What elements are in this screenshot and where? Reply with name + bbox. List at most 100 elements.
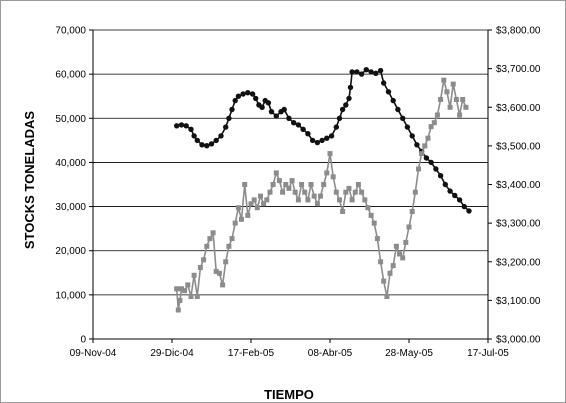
series-1-point xyxy=(245,90,251,96)
series-2-point xyxy=(314,201,320,207)
y-tick-label: 50,000 xyxy=(55,114,86,125)
series-1-point xyxy=(442,181,448,188)
series-1-point xyxy=(447,188,453,194)
y-tick-label: 40,000 xyxy=(55,158,86,169)
series-2-point xyxy=(295,197,301,203)
series-2-point xyxy=(213,268,219,274)
series-2-point xyxy=(349,197,355,203)
y-tick-label: 20,000 xyxy=(55,246,86,257)
series-2-point xyxy=(371,220,377,226)
series-2-point xyxy=(343,189,349,195)
series-1-point xyxy=(347,84,354,91)
series-2-point xyxy=(201,257,207,263)
series-2-point xyxy=(422,143,428,149)
series-1-point xyxy=(423,155,430,161)
series-2-point xyxy=(292,189,298,195)
y-tick-label: 60,000 xyxy=(55,70,86,81)
series-2-point xyxy=(397,251,402,257)
series-2-point xyxy=(197,265,203,270)
series-1-point xyxy=(319,137,325,144)
series-2-point xyxy=(434,112,440,118)
series-1-point xyxy=(358,71,365,77)
series-1-point xyxy=(363,67,369,73)
series-2-point xyxy=(311,193,317,199)
series-2-point xyxy=(425,135,431,141)
series-1-point xyxy=(204,143,210,149)
y2-tick-label: $3,700.00 xyxy=(496,64,541,75)
series-2-point xyxy=(390,263,396,269)
series-1-point xyxy=(235,93,242,99)
series-1-point xyxy=(381,80,387,86)
series-1-point xyxy=(213,137,219,144)
series-1-point xyxy=(354,69,360,75)
series-2-point xyxy=(428,124,434,130)
series-2-point xyxy=(324,170,330,176)
series-1-point xyxy=(324,135,330,141)
x-tick-label: 29-Dic-04 xyxy=(150,348,194,359)
y-tick-label: 10,000 xyxy=(55,290,86,301)
series-1-point xyxy=(349,69,355,75)
series-2-point xyxy=(381,278,387,284)
series-2-point xyxy=(419,151,425,157)
series-2-point xyxy=(289,178,295,184)
series-2-point xyxy=(299,182,305,187)
y2-tick-label: $3,300.00 xyxy=(496,219,541,230)
series-2-point xyxy=(302,189,308,195)
series-1-point xyxy=(208,141,215,147)
series-1-point xyxy=(328,133,335,139)
series-2-point xyxy=(204,243,210,249)
series-2-point xyxy=(368,212,374,218)
series-2-point xyxy=(223,259,229,265)
tick-labels: 0 10,000 20,000 30,000 40,000 50,000 60,000 70,… xyxy=(55,26,541,360)
series-2-point xyxy=(441,77,447,83)
series-2-point xyxy=(444,89,450,95)
x-axis-title: TIEMPO xyxy=(264,387,314,402)
series-2-point xyxy=(374,236,380,242)
series-2-point xyxy=(229,236,235,242)
series-2-point xyxy=(321,182,327,187)
series-2-point xyxy=(409,209,415,214)
series-2-point xyxy=(191,272,197,278)
series-1-point xyxy=(191,133,197,139)
y2-tick-label: $3,200.00 xyxy=(496,257,541,268)
series-1-point xyxy=(466,208,472,214)
series-2-point xyxy=(270,182,276,187)
series-1-point xyxy=(309,137,316,144)
series-2-point xyxy=(207,236,213,242)
series-1-point xyxy=(305,131,311,137)
y-tick-label: 30,000 xyxy=(55,202,86,213)
series-2-point xyxy=(359,189,365,195)
series-1-point xyxy=(229,106,235,113)
y2-tick-label: $3,800.00 xyxy=(496,26,541,37)
series-2-point xyxy=(175,307,181,313)
series-1-point xyxy=(265,100,272,106)
series-2-point xyxy=(438,97,444,102)
series-2-point xyxy=(267,189,273,195)
x-tick-label: 17-Feb-05 xyxy=(228,348,275,359)
series-1-point xyxy=(273,113,279,119)
y2-tick-label: $3,600.00 xyxy=(496,103,541,114)
series-1-point xyxy=(333,124,339,130)
series-1-point xyxy=(343,102,349,108)
series-1-point xyxy=(183,123,189,129)
x-tick-label: 08-Abr-05 xyxy=(308,348,353,359)
y2-tick-label: $3,500.00 xyxy=(496,141,541,152)
series-2-point xyxy=(264,197,270,203)
series-1-point xyxy=(339,106,346,113)
series-2-point xyxy=(340,209,346,214)
series-2-point xyxy=(254,205,260,211)
series-2-point xyxy=(248,201,254,207)
series-1-point xyxy=(194,137,200,144)
series-2-point xyxy=(235,205,241,211)
series-2-point xyxy=(286,185,292,191)
series-1-point xyxy=(223,124,229,130)
series-2-point xyxy=(239,216,244,222)
series-1-point xyxy=(409,133,415,139)
series-2-point xyxy=(346,185,352,191)
series-2-point xyxy=(185,282,191,288)
series-1-point xyxy=(188,126,194,132)
series-2-point xyxy=(330,174,336,180)
series-1-point xyxy=(199,142,205,148)
series-1-point xyxy=(456,197,463,203)
